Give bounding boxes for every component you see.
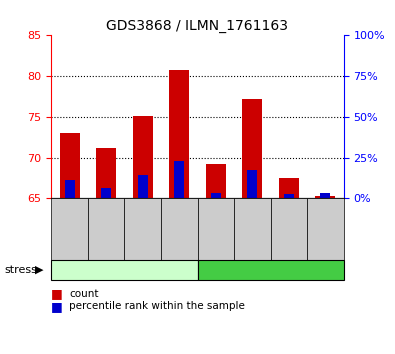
Bar bbox=[206, 164, 226, 198]
Bar bbox=[211, 193, 221, 198]
Text: GSM591787: GSM591787 bbox=[284, 203, 294, 262]
Bar bbox=[279, 178, 299, 198]
Text: ■: ■ bbox=[51, 287, 63, 300]
Bar bbox=[247, 170, 258, 198]
Bar bbox=[169, 70, 189, 198]
Bar bbox=[96, 148, 116, 198]
Text: GSM591783: GSM591783 bbox=[138, 203, 148, 262]
Bar bbox=[320, 193, 331, 198]
Bar bbox=[64, 180, 75, 198]
Text: GSM591781: GSM591781 bbox=[65, 203, 75, 262]
Text: GSM591786: GSM591786 bbox=[247, 203, 257, 262]
Bar bbox=[101, 188, 111, 198]
Text: count: count bbox=[69, 289, 99, 299]
Bar bbox=[133, 116, 153, 198]
Text: GSM591785: GSM591785 bbox=[211, 203, 221, 262]
Bar bbox=[137, 176, 148, 198]
Text: ▶: ▶ bbox=[35, 265, 43, 275]
Text: ■: ■ bbox=[51, 300, 63, 313]
Bar bbox=[174, 161, 184, 198]
Title: GDS3868 / ILMN_1761163: GDS3868 / ILMN_1761163 bbox=[107, 19, 288, 33]
Bar bbox=[284, 194, 294, 198]
Bar bbox=[315, 196, 335, 198]
Text: GSM591784: GSM591784 bbox=[174, 203, 184, 262]
Text: percentile rank within the sample: percentile rank within the sample bbox=[69, 301, 245, 311]
Text: stress: stress bbox=[4, 265, 37, 275]
Text: normal LSS: normal LSS bbox=[93, 265, 156, 275]
Bar bbox=[60, 133, 80, 198]
Text: elevated LSS: elevated LSS bbox=[234, 265, 307, 275]
Text: GSM591782: GSM591782 bbox=[101, 203, 111, 262]
Bar bbox=[242, 99, 262, 198]
Text: GSM591788: GSM591788 bbox=[320, 203, 330, 262]
